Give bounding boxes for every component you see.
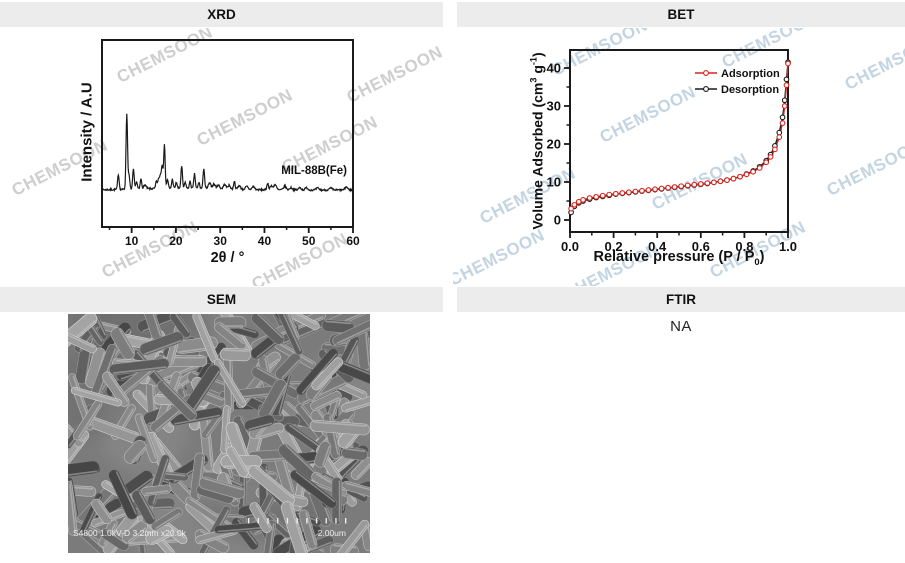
bet-title: BET: [667, 7, 695, 22]
bet-y-tick-label: 30: [547, 99, 561, 114]
bet-legend-desorption: Desorption: [721, 84, 779, 96]
sem-scale-text: 2.00um: [318, 528, 346, 538]
ftir-header: FTIR: [457, 287, 905, 312]
bet-legend-adsorption: Adsorption: [721, 68, 780, 80]
bet-y-tick-label: 0: [554, 213, 561, 228]
bet-y-tick-label: 40: [547, 61, 561, 76]
xrd-trace: [101, 113, 354, 193]
xrd-sample-label: MIL-88B(Fe): [281, 165, 347, 177]
sem-image: S4800 1.0kV-D 3.2mm x20.0k 2.00um: [68, 314, 370, 553]
bet-y-tick-label: 20: [547, 137, 561, 152]
bet-x-tick-label: 1.0: [779, 239, 797, 254]
xrd-x-tick-label: 20: [169, 234, 183, 248]
bet-x-tick-label: 0.4: [648, 239, 667, 254]
bet-header: BET: [457, 2, 905, 27]
sem-header: SEM: [0, 287, 443, 312]
xrd-x-tick-label: 40: [258, 234, 272, 248]
ftir-title: FTIR: [666, 292, 696, 307]
sem-info-text: S4800 1.0kV-D 3.2mm x20.0k: [73, 528, 187, 538]
bet-x-tick-label: 0.2: [605, 239, 623, 254]
bet-x-tick-label: 0.8: [735, 239, 753, 254]
xrd-x-axis-title: 2θ / °: [211, 250, 245, 266]
bet-x-axis-label: Relative pressure (P / P0): [593, 249, 765, 267]
xrd-chart: 10 20 30 40 50 60 2θ / ° MIL-88B(Fe): [101, 39, 360, 266]
bet-chart: 0 10 20 30 40 0.0 0.2 0.4 0.6 0.8 1.0 Adsorption Des…: [547, 49, 797, 254]
sem-title: SEM: [206, 292, 237, 307]
xrd-x-tick-label: 60: [346, 234, 360, 248]
bet-x-tick-label: 0.6: [692, 239, 710, 254]
xrd-header: XRD: [0, 2, 443, 27]
bet-y-tick-label: 10: [547, 175, 561, 190]
bet-x-tick-label: 0.0: [561, 239, 579, 254]
xrd-x-tick-label: 50: [302, 234, 316, 248]
xrd-x-tick-label: 30: [214, 234, 228, 248]
ftir-value: NA: [670, 318, 692, 335]
xrd-title: XRD: [207, 7, 236, 22]
xrd-x-tick-label: 10: [125, 234, 139, 248]
